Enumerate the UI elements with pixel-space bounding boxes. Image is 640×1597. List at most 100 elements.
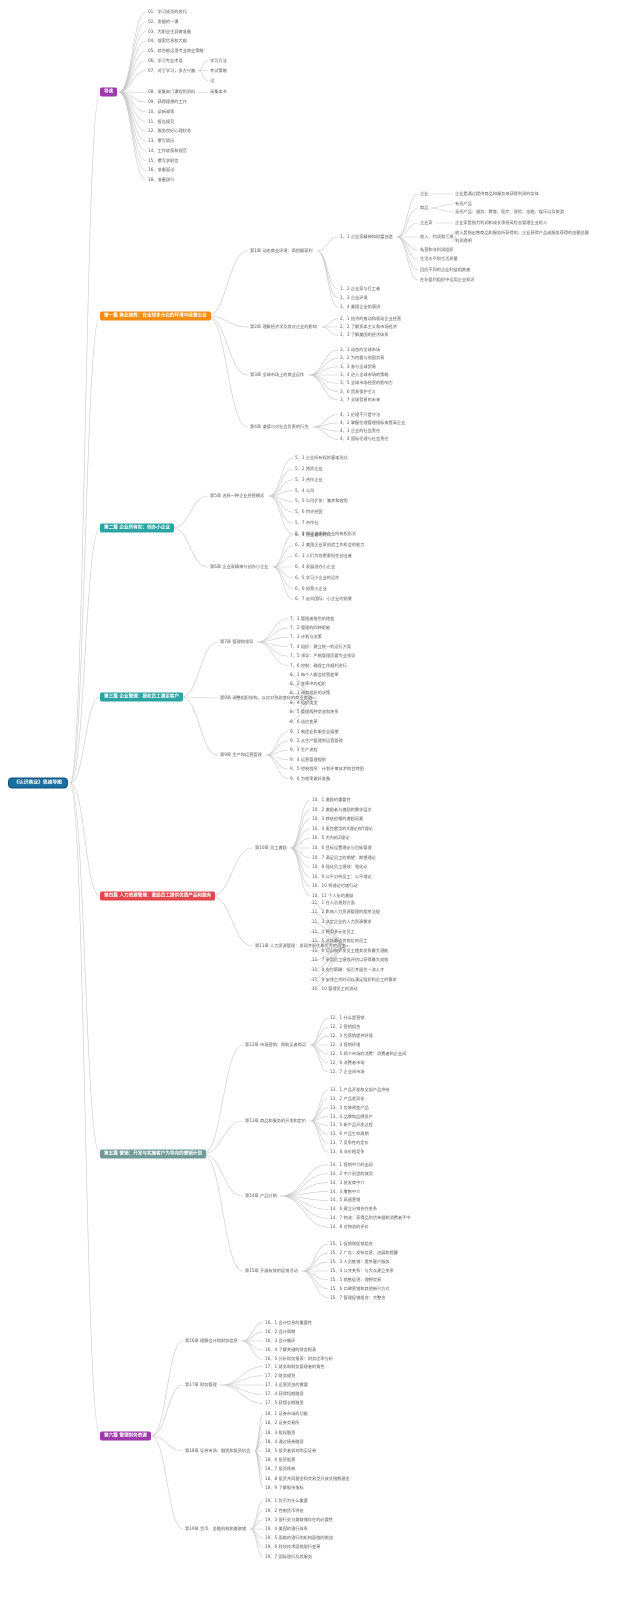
connector-line	[241, 1331, 264, 1342]
subtopic-node: 7、6 控制：确保工作顺利进行	[290, 662, 347, 668]
subtopic-node: 11、6 培训和开发员工使其发挥最大潜能	[312, 947, 389, 953]
connector-line	[310, 1120, 329, 1144]
subtopic-node: 13、1 产品开发和全部产品供给	[330, 1086, 390, 1092]
connector-line	[272, 534, 294, 568]
connector-line	[118, 40, 147, 93]
connector-line	[181, 696, 219, 756]
subtopic-node: 7、3 计划与决策	[290, 634, 322, 640]
subtopic-node: 11、5 选拔最适合岗位的员工	[312, 938, 368, 944]
detail-node: 企业家	[420, 220, 433, 225]
subtopic-node: 18、2 证券交易所	[265, 1420, 300, 1426]
connector-line	[69, 782, 101, 897]
subtopic-node: 12、5 两个市场的消费：消费者和企业间	[330, 1050, 407, 1056]
connector-line	[290, 847, 311, 897]
connector-line	[118, 60, 147, 93]
subtopic-node: 13、2 产品差异化	[330, 1095, 365, 1101]
connector-line	[151, 1435, 184, 1530]
subtopic-node: 6、5 学习小企业的运作	[295, 574, 340, 580]
subtopic-node: 11、8 支付薪酬：吸引并留住一流人才	[312, 967, 385, 972]
subtopic-node: 1、1 企业家精神和财富创造	[340, 234, 393, 239]
detail-node: 私营和非利润组织	[420, 247, 454, 252]
subtopic-node: 11、4 聘用多元化员工	[312, 928, 355, 934]
connector-line	[396, 236, 419, 271]
subtopic-node: 5、8 你适合哪种企业所有权形式	[295, 530, 357, 536]
subtopic-node: 6、7 走向国际：小企业的前景	[295, 596, 352, 602]
subtopic-node: 14、4 零售中介	[330, 1188, 361, 1194]
subtopic-node: 19、2 控制货币供给	[265, 1507, 304, 1513]
subtopic-node: 17、5 获得长期融资	[265, 1400, 304, 1406]
subtopic-node: 10、2 激励者与激励的需求层次	[312, 806, 372, 812]
connector-line	[308, 366, 339, 376]
connector-line	[287, 697, 318, 722]
list-item: 16、准备面试	[148, 167, 175, 173]
subtopic-node: 3、7 全球贸易的未来	[340, 396, 381, 402]
subtopic-node: 8、5 管理两种交流和关系	[290, 709, 339, 715]
subtopic-node: 11、9 安排工作时间以满足组织和员工的需求	[312, 976, 397, 982]
chapter-node: 第9章 生产和运营管理	[220, 752, 262, 757]
connector-line	[241, 1340, 264, 1360]
subtopic-node: 4、2 掌握伦理管理指标来提高企业	[340, 419, 406, 425]
connector-line	[202, 1153, 244, 1272]
chapter-node: 第14章 产品分销	[245, 1193, 277, 1198]
subtopic-node: 15、5 销售促进：理想交易	[330, 1276, 382, 1282]
connector-line	[290, 847, 311, 868]
subtopic-node: 6、1 创业者的时代	[295, 531, 331, 537]
connector-line	[250, 1510, 264, 1530]
connector-line	[280, 1173, 329, 1197]
detail-node: 企业是通过提供商品和服务来获得利润的实体	[455, 191, 539, 196]
subtopic-node: 3、5 全球市场经营的影响力	[340, 380, 393, 386]
subtopic-node: 5、7 合作社	[295, 520, 319, 525]
subtopic-node: 11、10 管理员工的流动	[312, 986, 358, 992]
connector-line	[287, 674, 318, 699]
subtopic-node: 19、3 银行史与美联储存在的必要性	[265, 1516, 333, 1522]
root-topic: 《认识商业》思维导图	[8, 777, 68, 789]
chapter-node: 第18章 证券市场：融资和投资机会	[185, 1448, 251, 1453]
connector-line	[268, 495, 294, 535]
connector-line	[280, 1195, 329, 1219]
connector-line	[172, 527, 209, 568]
subtopic-node: 10、10 将理论付诸行动	[312, 883, 358, 889]
list-item: 11、报告规范	[148, 118, 175, 124]
connector-line	[272, 555, 294, 568]
subtopic-node: 10、4 麦克雷戈的X理论和Y理论	[312, 825, 373, 831]
subtopic-node: 14、5 高速营销	[330, 1197, 361, 1203]
connector-line	[308, 349, 339, 376]
subtopic-node: 5、3 合伙企业	[295, 476, 323, 482]
list-item: 01、学习成功的技巧	[148, 9, 187, 14]
subtopic-node: 12、3 为营销提供环境	[330, 1033, 373, 1039]
connector-line	[272, 566, 294, 579]
subtopic-node: 6、4 发展创办小企业	[295, 564, 336, 569]
connector-line	[254, 1413, 264, 1452]
subtopic-node: 9、4 运营管理规划	[290, 756, 326, 762]
connector-line	[310, 1018, 329, 1046]
chapter-node: 第13章 商品和服务的开发和定价	[245, 1118, 307, 1123]
subtopic-node: 5、4 公司	[295, 487, 315, 493]
chapter-node: 第16章 理解会计和财务信息	[185, 1338, 238, 1343]
connector-line	[310, 1044, 329, 1072]
detail-node: 有形产品	[455, 201, 472, 206]
subtopic-node: 4、3 企业的社会责任	[340, 428, 381, 434]
connector-line	[118, 91, 147, 142]
connector-line	[265, 754, 289, 779]
connector-line	[317, 250, 339, 299]
detail-node: 回应不同的企业利益相关者	[420, 267, 471, 272]
chapter-node: 第8章 调整组织结构，以应对急剧变化的商业挑战	[220, 695, 312, 700]
connector-line	[301, 1244, 329, 1272]
subtopic-node: 15、1 促销和促销组合	[330, 1241, 373, 1247]
connector-line	[309, 912, 351, 947]
list-item: 12、服务良好心理状态	[148, 128, 192, 134]
subtopic-node: 8、1 每个人都会经营变革	[290, 671, 339, 677]
connector-line	[268, 479, 294, 497]
subtopic-node: 19、5 面临的银行的机构面临的挑战	[265, 1535, 333, 1541]
connector-line	[220, 1375, 264, 1386]
subtopic-node: 16、5 分析财务报表：财务比率分析	[265, 1356, 333, 1362]
subtopic-node: 10、7 满足员工的期望：期望理论	[312, 854, 376, 860]
subtopic-node: 15、3 人员推销：提供客户服务	[330, 1259, 390, 1265]
connector-line	[310, 1035, 329, 1046]
subtopic-node: 18、1 证券市场的功能	[265, 1411, 308, 1417]
connector-line	[317, 250, 339, 290]
subtopic-node: 9、6 为效率做好准备	[290, 775, 331, 781]
subtopic-node: 12、7 企业间市场	[330, 1068, 365, 1074]
connector-line	[197, 70, 209, 81]
